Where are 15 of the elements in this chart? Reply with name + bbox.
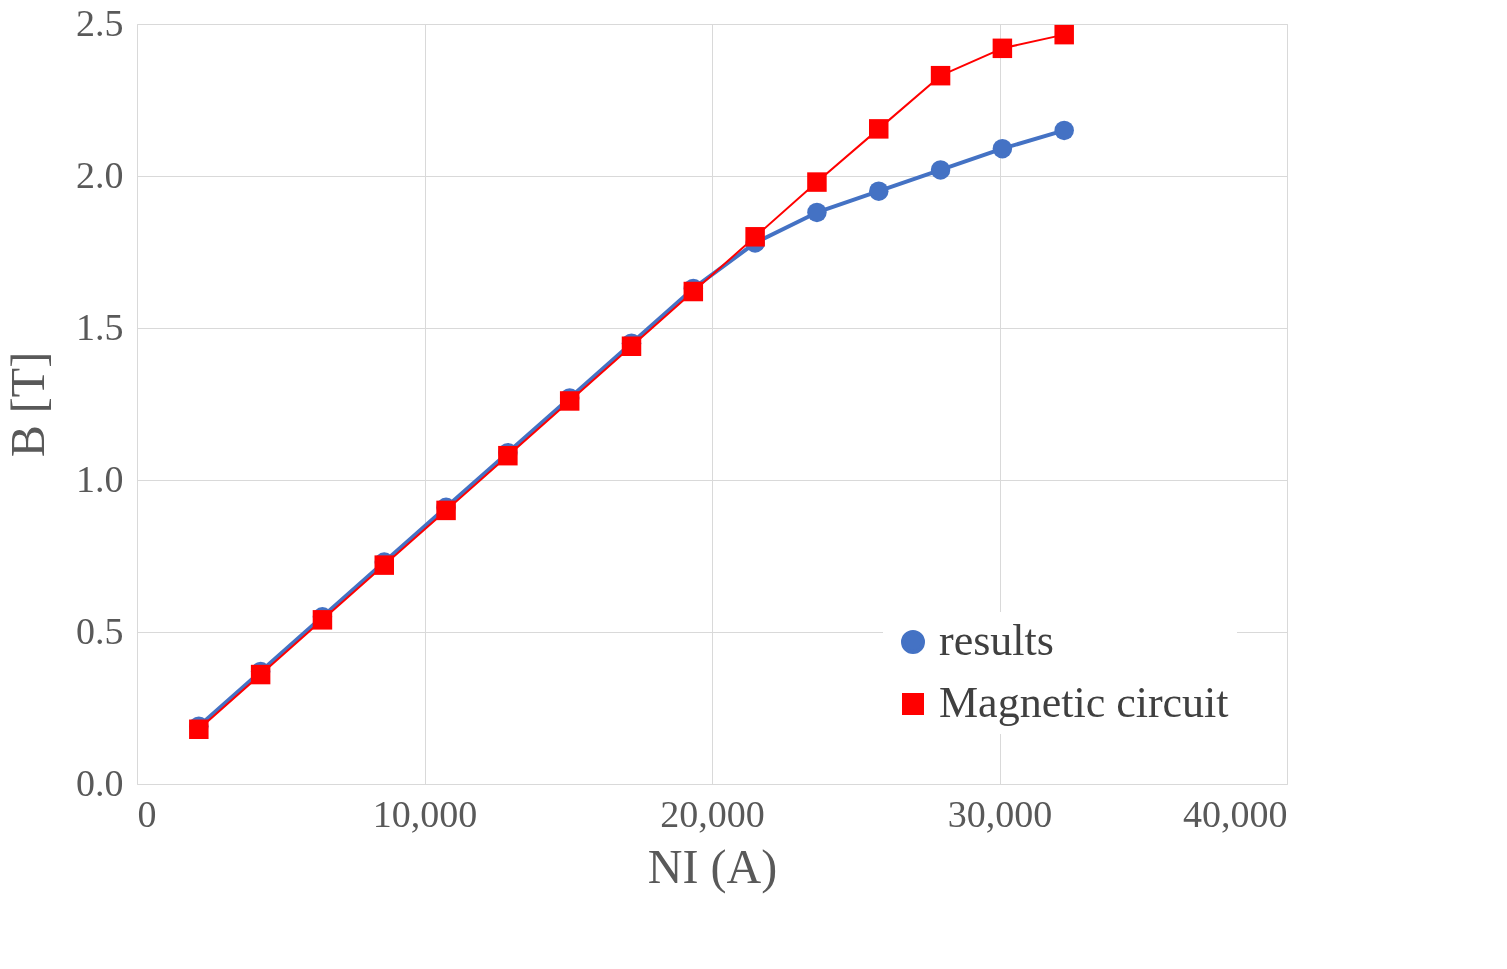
x-tick-label: 30,000 — [947, 792, 1053, 835]
x-axis-title: NI (A) — [647, 839, 778, 894]
x-tick-label: 20,000 — [660, 792, 765, 835]
x-tick-label: 0 — [137, 792, 157, 835]
y-tick-label: 2.0 — [76, 153, 124, 196]
legend-label: results — [939, 616, 1054, 665]
y-axis-title: B [T] — [1, 351, 54, 458]
y-tick-label: 1.5 — [76, 305, 124, 348]
y-tick-label: 0.5 — [76, 609, 124, 652]
y-tick-label: 0.0 — [76, 761, 124, 804]
y-tick-label: 1.0 — [76, 457, 124, 500]
x-tick-label: 10,000 — [372, 792, 478, 835]
y-tick-label: 2.5 — [76, 1, 124, 44]
x-tick-label: 40,000 — [1183, 792, 1288, 835]
legend-label: Magnetic circuit — [939, 678, 1229, 727]
